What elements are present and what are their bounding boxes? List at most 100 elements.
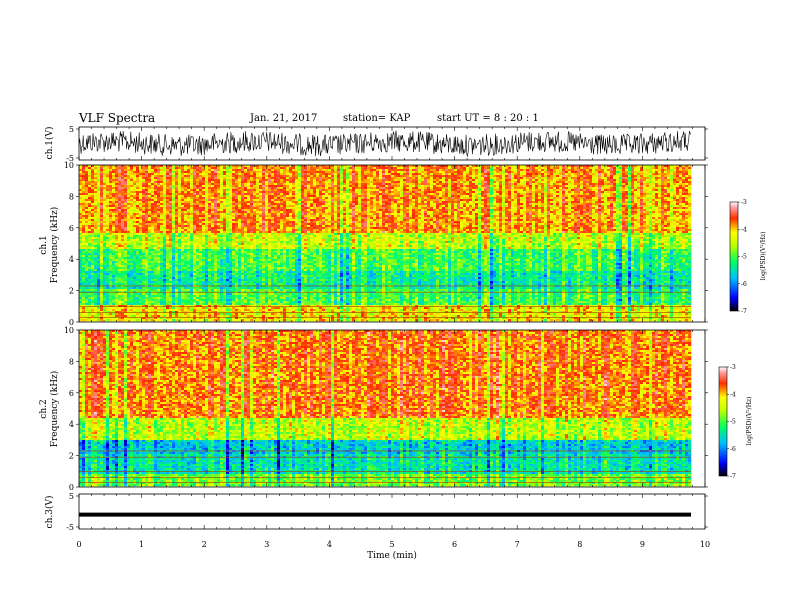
ch1-spectrogram-cell <box>142 175 145 177</box>
ch1-spectrogram-cell <box>649 167 652 169</box>
ch1-spectrogram-cell <box>445 167 448 169</box>
ch1-spectrogram-cell <box>445 169 448 171</box>
ch1-spectrogram-cell <box>430 171 433 173</box>
ch1-spectrogram-cell <box>646 171 649 173</box>
ch1-spectrogram-cell <box>580 171 583 173</box>
ch1-spectrogram-cell <box>289 173 292 175</box>
ch1-spectrogram-cell <box>316 167 319 169</box>
ch1-spectrogram-cell <box>472 169 475 171</box>
ch1-spectrogram-cell <box>637 167 640 169</box>
ch1-spectrogram-cell <box>205 171 208 173</box>
ch1-spectrogram-cell <box>586 169 589 171</box>
ch1-spectrogram-cell <box>421 167 424 169</box>
ch1-spectrogram-cell <box>82 171 85 173</box>
ch1-spectrogram-cell <box>448 171 451 173</box>
ch1-spectrogram-cell <box>205 167 208 169</box>
ch1-spectrogram-cell <box>208 169 211 171</box>
ch1-spectrogram-cell <box>181 171 184 173</box>
ch1-spectrogram-cell <box>163 175 166 177</box>
ch1-spectrogram-cell <box>238 169 241 171</box>
ch1-spectrogram-cell <box>379 169 382 171</box>
ch1-spectrogram-cell <box>262 167 265 169</box>
ch1-spectrogram-cell <box>91 171 94 173</box>
ch1-spectrogram-cell <box>568 169 571 171</box>
ch1-spectrogram-cell <box>178 171 181 173</box>
ch1-spectrogram-cell <box>331 173 334 175</box>
ch1-spectrogram-cell <box>214 169 217 171</box>
ch1-spectrogram-cell <box>79 167 82 169</box>
ch1-spectrogram-cell <box>610 169 613 171</box>
ch1-spectrogram-cell <box>268 169 271 171</box>
ch1-spectrogram-cell <box>532 167 535 169</box>
ch1-spectrogram-cell <box>631 167 634 169</box>
ch1-spectrogram-cell <box>679 171 682 173</box>
ch1-spectrogram-cell <box>103 167 106 169</box>
ch1-spectrogram-cell <box>622 171 625 173</box>
ch1-spectrogram-cell <box>409 173 412 175</box>
ch1-spectrogram-cell <box>457 171 460 173</box>
ch1-spectrogram-cell <box>544 173 547 175</box>
ch1-spectrogram-cell <box>670 167 673 169</box>
ch1-spectrogram-cell <box>226 167 229 169</box>
ch1-spectrogram-cell <box>550 169 553 171</box>
ch1-spectrogram-cell <box>172 173 175 175</box>
ch1-spectrogram-cell <box>97 171 100 173</box>
ch1-spectrogram-cell <box>634 173 637 175</box>
ch1-spectrogram-cell <box>229 167 232 169</box>
ch1-spectrogram-cell <box>373 169 376 171</box>
ch1-spectrogram-cell <box>115 171 118 173</box>
ch1-spectrogram-cell <box>247 169 250 171</box>
ch1-spectrogram-cell <box>169 171 172 173</box>
ch1-spectrogram-cell <box>112 171 115 173</box>
ch1-spectrogram-cell <box>118 169 121 171</box>
ch1-spectrogram-cell <box>583 167 586 169</box>
ch1-spectrogram-cell <box>187 167 190 169</box>
ch1-spectrogram-cell <box>130 171 133 173</box>
ch1-spectrogram-cell <box>241 169 244 171</box>
ch1-spectrogram-cell <box>661 171 664 173</box>
ch1-spectrogram-cell <box>628 167 631 169</box>
ch1-spectrogram-cell <box>250 169 253 171</box>
ch1-spectrogram-cell <box>463 171 466 173</box>
ch1-spectrogram-cell <box>547 169 550 171</box>
ch1-spectrogram-cell <box>364 171 367 173</box>
ch1-spectrogram-cell <box>292 169 295 171</box>
ch1-spectrogram-cell <box>589 169 592 171</box>
ch1-spectrogram-cell <box>655 169 658 171</box>
ch1-spectrogram-cell <box>193 167 196 169</box>
ch1-spectrogram-cell <box>364 167 367 169</box>
ch1-spectrogram-cell <box>649 169 652 171</box>
ch1-spectrogram-cell <box>196 167 199 169</box>
ch1-spectrogram-cell <box>658 173 661 175</box>
ch1-spectrogram-cell <box>565 167 568 169</box>
ch1-spectrogram-cell <box>382 169 385 171</box>
ch1-spectrogram-cell <box>127 175 130 177</box>
ch1-spectrogram-cell <box>427 173 430 175</box>
ch1-spectrogram-cell <box>481 169 484 171</box>
ch1-spectrogram-cell <box>133 175 136 177</box>
ch1-spectrogram-cell <box>523 171 526 173</box>
ch1-spectrogram-cell <box>529 169 532 171</box>
ch1-spectrogram-cell <box>514 167 517 169</box>
ch1-spectrogram-cell <box>337 169 340 171</box>
ch1-spectrogram-cell <box>529 173 532 175</box>
ch1-spectrogram-cell <box>271 167 274 169</box>
ch1-spectrogram-cell <box>229 169 232 171</box>
ch1-spectrogram-cell <box>85 171 88 173</box>
ch1-spectrogram-cell <box>88 175 91 177</box>
ch1-spectrogram-cell <box>319 169 322 171</box>
ch1-spectrogram-cell <box>442 169 445 171</box>
ch1-spectrogram-cell <box>88 169 91 171</box>
ch1-spectrogram-cell <box>421 169 424 171</box>
ch1-spectrogram-cell <box>535 171 538 173</box>
ch1-spectrogram-cell <box>382 173 385 175</box>
ch1-spectrogram-cell <box>187 173 190 175</box>
ch1-spectrogram-cell <box>121 167 124 169</box>
ch1-spectrogram-cell <box>295 169 298 171</box>
ch1-spectrogram-cell <box>310 167 313 169</box>
ch1-spectrogram-cell <box>175 167 178 169</box>
ch1-spectrogram-cell <box>580 169 583 171</box>
ch1-spectrogram-cell <box>187 169 190 171</box>
ch1-spectrogram-cell <box>391 169 394 171</box>
ch1-spectrogram-cell <box>460 167 463 169</box>
